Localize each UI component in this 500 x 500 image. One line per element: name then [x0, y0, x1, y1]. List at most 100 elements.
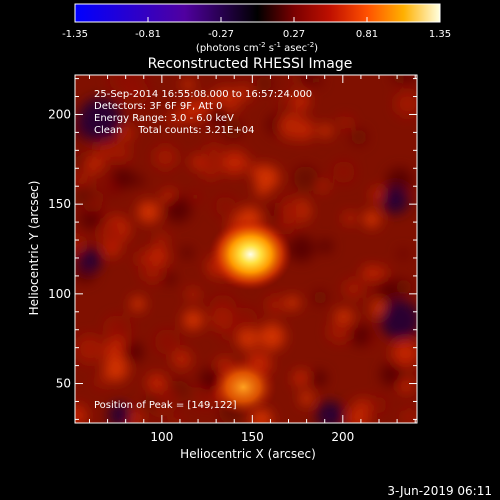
background-blotch: [109, 75, 133, 92]
background-blotch: [349, 323, 372, 347]
colorbar-tick-label: -0.81: [135, 29, 161, 40]
chart-title: Reconstructed RHESSI Image: [148, 56, 353, 72]
background-blotch: [189, 191, 201, 203]
colorbar-tick-label: 1.35: [429, 29, 451, 40]
annotation-peak-position: Position of Peak = [149,122]: [94, 400, 237, 411]
background-dark-region: [108, 403, 132, 423]
background-blotch: [215, 196, 236, 217]
background-blotch: [266, 295, 285, 315]
x-tick-label: 150: [241, 430, 264, 444]
background-blotch: [279, 200, 305, 226]
background-blotch: [118, 125, 134, 141]
background-blotch: [362, 265, 378, 281]
footer-date: 3-Jun-2019 06:11: [387, 484, 492, 498]
background-dark-region: [381, 186, 409, 214]
background-blotch: [392, 75, 408, 84]
background-blotch: [309, 75, 323, 87]
background-blotch: [84, 154, 104, 174]
background-blotch: [318, 239, 333, 254]
background-blotch: [135, 250, 152, 267]
y-tick-label: 100: [48, 287, 71, 301]
background-blotch: [278, 112, 305, 140]
colorbar-tick-label: -0.27: [208, 29, 234, 40]
background-blotch: [169, 111, 182, 125]
background-blotch: [153, 145, 177, 170]
background-blotch: [397, 248, 409, 260]
background-blotch: [233, 307, 258, 332]
background-blotch: [350, 128, 368, 146]
background-blotch: [164, 196, 192, 223]
background-blotch: [395, 278, 412, 296]
background-blotch: [221, 150, 247, 175]
y-axis-ticks: 50 100 150 200: [48, 78, 417, 420]
background-blotch: [286, 296, 300, 310]
source-peak: [209, 358, 277, 417]
colorbar-label: (photons cm-2 s-1 asec-2): [196, 41, 318, 54]
background-blotch: [399, 378, 414, 393]
background-blotch: [103, 356, 129, 382]
background-blotch: [341, 310, 354, 322]
background-dark-region: [78, 248, 102, 272]
background-blotch: [395, 91, 417, 117]
background-blotch: [319, 124, 332, 137]
background-blotch: [110, 316, 132, 338]
background-blotch: [403, 75, 416, 83]
y-tick-label: 200: [48, 107, 71, 121]
background-blotch: [236, 85, 252, 101]
background-blotch: [343, 278, 364, 299]
background-blotch: [154, 237, 166, 249]
background-blotch: [98, 220, 123, 245]
background-blotch: [80, 207, 103, 230]
background-blotch: [375, 267, 387, 279]
background-blotch: [187, 288, 199, 301]
background-blotch: [183, 309, 204, 330]
background-blotch: [317, 181, 329, 192]
annotation-time-range: 25-Sep-2014 16:55:08.000 to 16:57:24.000: [94, 89, 312, 100]
background-blotch: [401, 409, 417, 423]
background-blotch: [327, 320, 351, 343]
background-blotch: [338, 116, 352, 130]
colorbar-tick-label: -1.35: [62, 29, 88, 40]
background-dark-region: [78, 98, 122, 142]
annotation-detectors: Detectors: 3F 6F 9F, Att 0: [94, 101, 222, 112]
x-tick-label: 200: [331, 430, 354, 444]
background-blotch: [223, 120, 243, 139]
background-blotch: [237, 328, 258, 350]
x-axis-label: Heliocentric X (arcsec): [180, 447, 316, 461]
colorbar: [74, 3, 441, 23]
background-blotch: [154, 329, 181, 355]
background-blotch: [256, 75, 273, 92]
background-blotch: [200, 158, 222, 180]
plot-frame: [74, 74, 418, 424]
background-blotch: [293, 165, 318, 191]
background-blotch: [258, 323, 285, 350]
colorbar-tick-labels: -1.35 -0.81 -0.27 0.27 0.81 1.35: [62, 29, 451, 40]
background-blotch: [332, 161, 355, 184]
background-blotch: [75, 404, 87, 423]
background-blotch: [122, 341, 144, 363]
y-tick-label: 50: [56, 377, 71, 391]
y-tick-label: 150: [48, 197, 71, 211]
background-blotch: [363, 210, 381, 228]
background-blotch: [104, 337, 131, 365]
background-blotch: [353, 398, 372, 416]
background-blotch: [292, 372, 307, 387]
background-blotch: [158, 387, 180, 410]
source-peak: [208, 218, 293, 291]
annotation-energy-range: Energy Range: 3.0 - 6.0 keV: [94, 113, 234, 124]
background-blotch: [75, 184, 94, 205]
background-blotch: [288, 235, 315, 262]
colorbar-tick-label: 0.27: [283, 29, 305, 40]
background-blotch: [95, 136, 121, 162]
annotations: 25-Sep-2014 16:55:08.000 to 16:57:24.000…: [94, 89, 312, 411]
colorbar-ticks: [74, 17, 441, 22]
background-blotch: [310, 370, 328, 387]
background-blotch: [343, 212, 356, 225]
background-blotch: [95, 375, 108, 388]
background-blotch: [147, 373, 166, 392]
background-blotch: [112, 167, 134, 190]
heatmap-image: [75, 75, 417, 423]
background-blotch: [142, 261, 164, 283]
background-blotch: [181, 246, 193, 259]
